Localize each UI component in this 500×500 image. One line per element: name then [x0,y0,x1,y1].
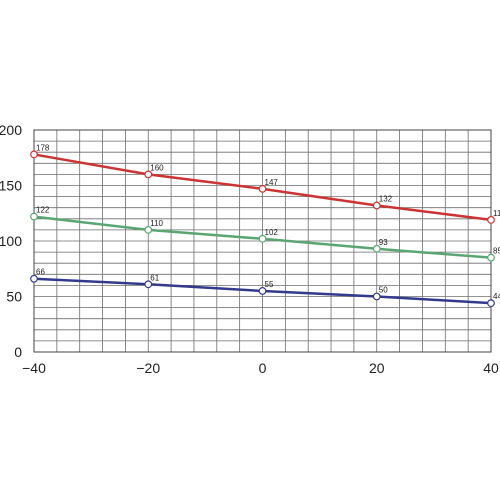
data-label: 66 [36,268,45,277]
data-point [372,244,381,253]
data-point [258,287,267,295]
data-point [30,274,38,283]
data-point [144,170,153,179]
y-tick-label: 0 [14,344,22,360]
data-label: 61 [150,273,159,282]
data-label: 50 [379,286,388,295]
grid [33,129,492,353]
data-label: 110 [150,219,163,228]
x-tick-label: −40 [22,360,46,376]
data-point [144,225,153,234]
series-group: 178 160 147 132 119 122 110 102 93 85 66 61 55 50 44 [30,143,500,308]
data-label: 102 [265,228,279,237]
x-axis-ticks: −40 −20 0 20 40 [22,360,499,376]
data-label: 160 [150,163,164,172]
series-2: 122 110 102 93 85 [30,206,500,262]
series-3: 66 61 55 50 44 [30,268,500,308]
data-label: 93 [379,238,388,247]
y-tick-label: 200 [0,122,22,138]
data-point [258,234,267,243]
data-point [258,184,267,193]
x-tick-label: 40 [483,360,499,376]
data-label: 147 [265,178,279,187]
data-label: 85 [493,247,500,256]
data-point [30,150,38,159]
y-axis-ticks: 0 50 100 150 200 [0,122,22,360]
plot-frame [33,129,492,353]
data-point [487,299,495,308]
axes [33,129,492,353]
y-tick-label: 150 [0,178,22,194]
data-point [487,253,495,262]
data-label: 55 [265,280,274,289]
data-point [372,201,381,210]
data-label: 119 [493,209,500,218]
data-point [487,216,495,224]
y-tick-label: 50 [6,289,22,305]
y-tick-label: 100 [0,233,22,249]
data-label: 44 [493,292,500,301]
x-tick-label: 20 [369,360,385,376]
x-tick-label: 0 [259,360,267,376]
data-label: 122 [36,206,50,215]
data-label: 132 [379,194,393,203]
series-1: 178 160 147 132 119 [30,143,500,224]
data-label: 178 [36,143,50,152]
data-point [144,280,153,289]
data-point [30,212,38,221]
data-point [372,292,381,301]
x-tick-label: −20 [136,360,160,376]
